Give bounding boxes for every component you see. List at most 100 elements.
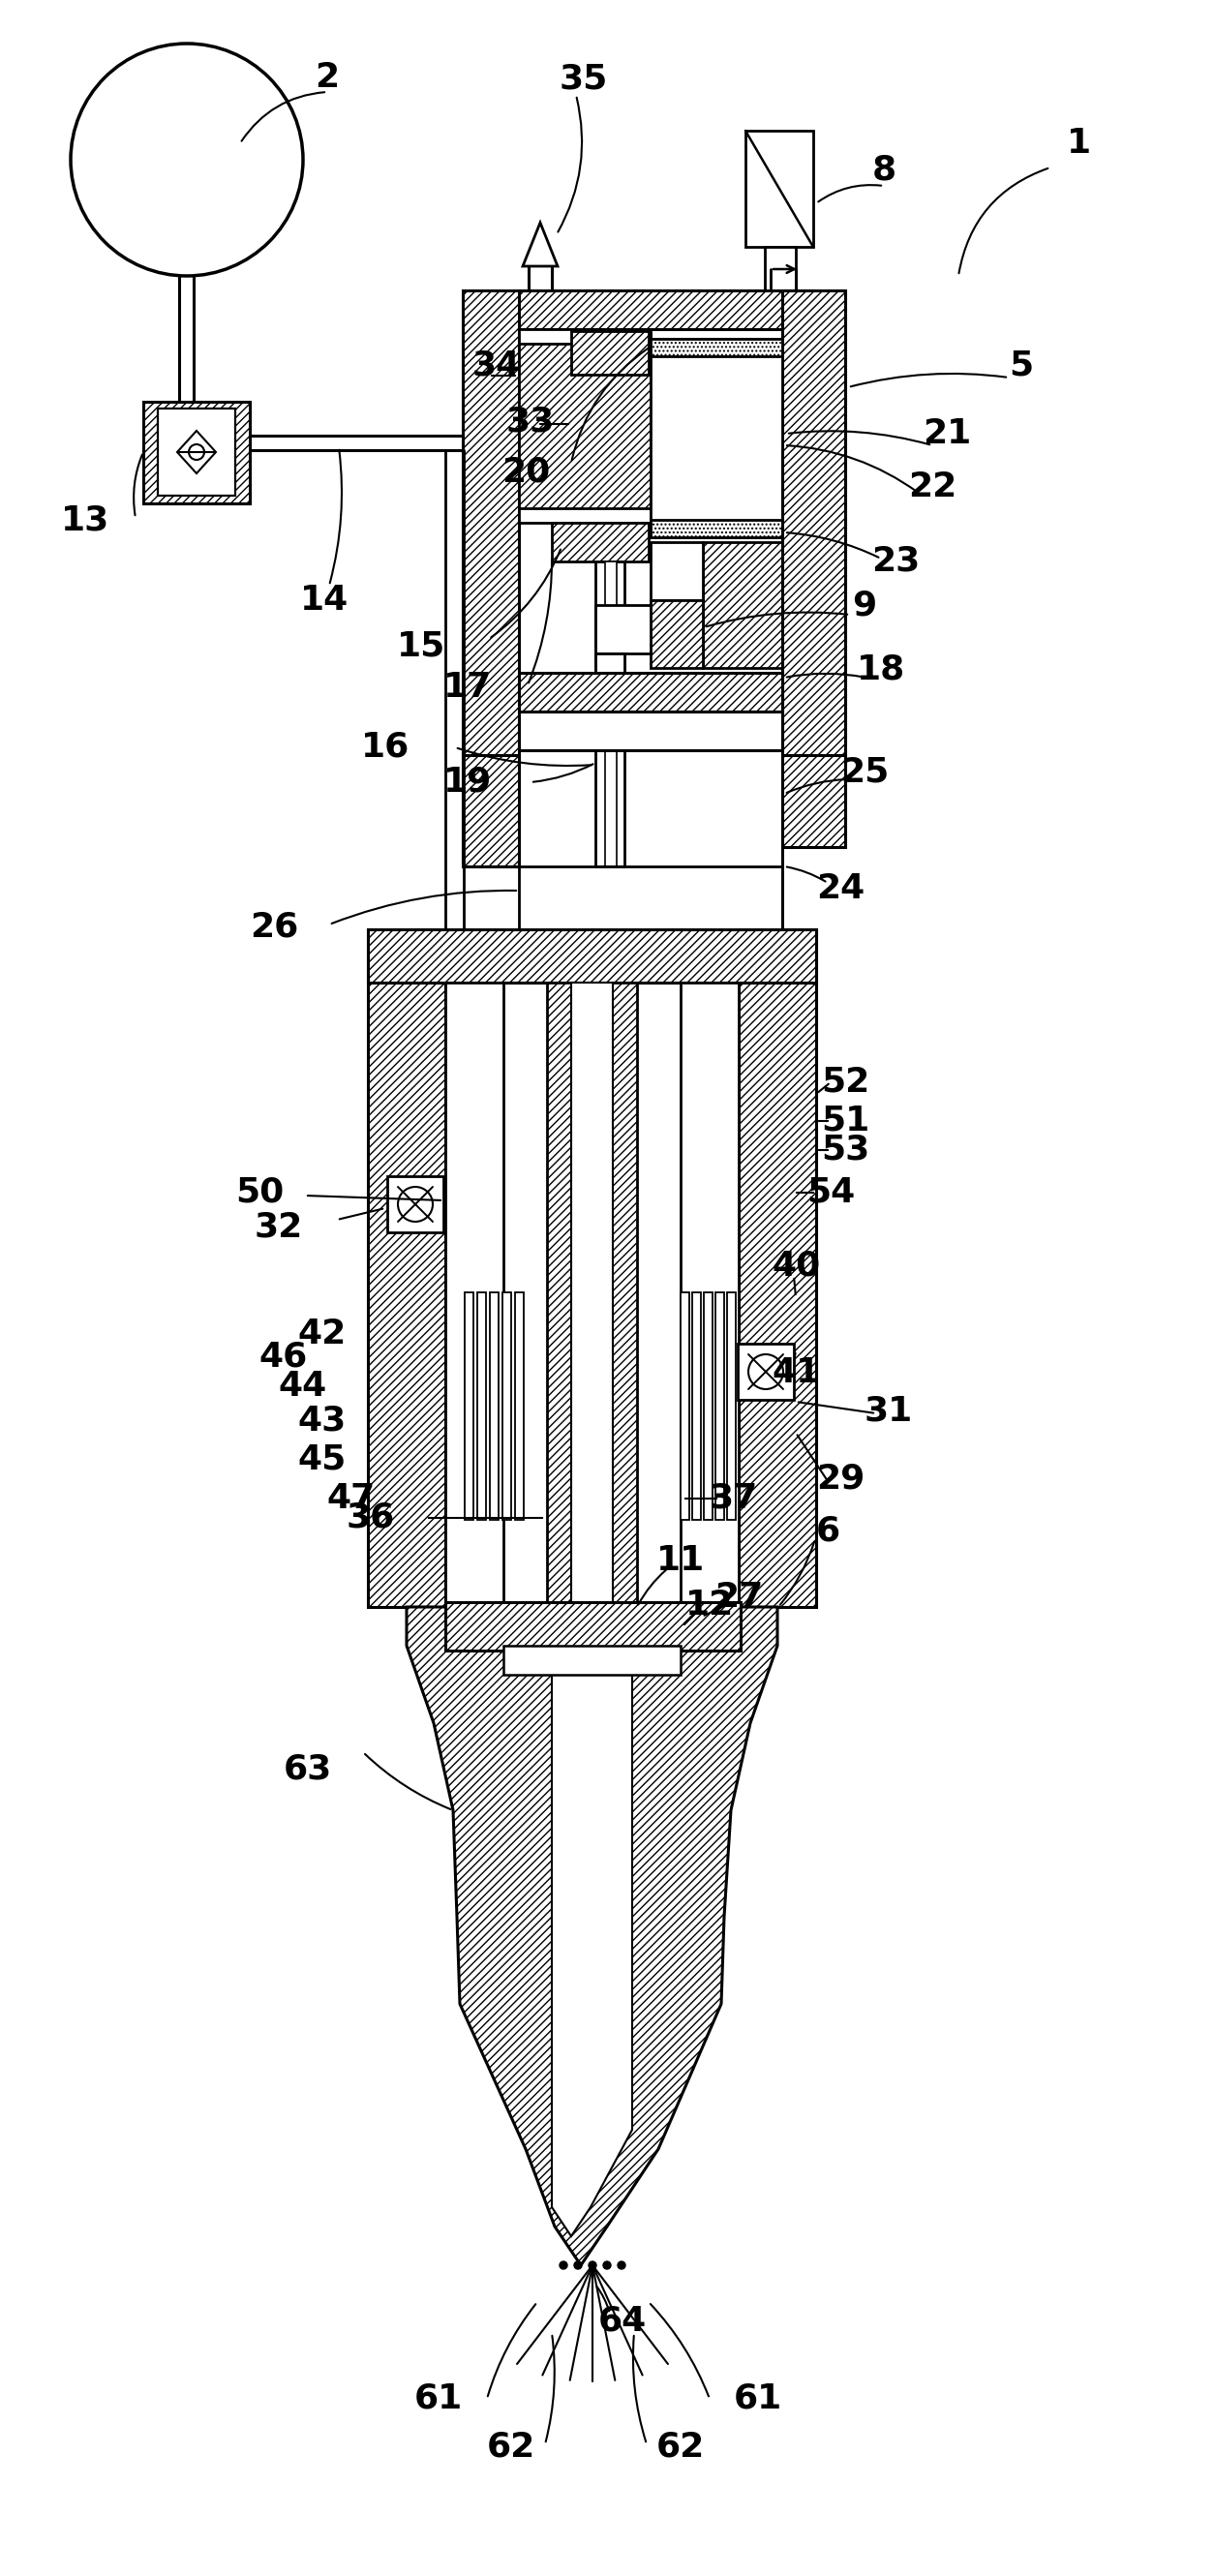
Text: 37: 37 — [709, 1481, 759, 1515]
Text: 25: 25 — [840, 755, 889, 788]
Text: 23: 23 — [872, 546, 920, 577]
Bar — [738, 1345, 794, 1399]
Text: 17: 17 — [443, 670, 492, 703]
Bar — [368, 930, 446, 1607]
Text: 16: 16 — [361, 732, 409, 765]
Bar — [651, 340, 782, 538]
Text: 18: 18 — [857, 654, 906, 685]
Polygon shape — [523, 222, 557, 265]
Circle shape — [189, 443, 204, 461]
Bar — [548, 981, 637, 1607]
Text: 19: 19 — [443, 765, 492, 799]
Text: 14: 14 — [300, 585, 348, 616]
Bar — [504, 1646, 681, 1674]
Bar — [595, 654, 624, 677]
Circle shape — [398, 1188, 432, 1221]
Bar — [463, 755, 518, 866]
Circle shape — [70, 44, 304, 276]
Text: 52: 52 — [821, 1066, 869, 1100]
Bar — [571, 332, 648, 374]
Bar — [446, 1602, 741, 1651]
Bar — [518, 291, 813, 330]
Bar — [651, 340, 782, 355]
Text: 45: 45 — [299, 1443, 347, 1476]
Text: 5: 5 — [1009, 350, 1033, 381]
Bar — [715, 1293, 724, 1520]
Text: 63: 63 — [284, 1754, 333, 1785]
Text: 22: 22 — [908, 471, 957, 502]
Text: 64: 64 — [599, 2306, 647, 2339]
Bar — [782, 755, 845, 848]
Bar — [651, 520, 782, 538]
Circle shape — [748, 1355, 783, 1388]
Text: 51: 51 — [821, 1105, 869, 1139]
Bar — [782, 291, 845, 765]
Bar — [490, 1293, 499, 1520]
Text: 9: 9 — [852, 587, 877, 621]
Bar — [765, 247, 796, 291]
Bar — [651, 541, 703, 600]
Bar — [143, 402, 250, 502]
Text: 42: 42 — [299, 1316, 347, 1350]
Bar — [703, 541, 782, 667]
Text: 27: 27 — [714, 1582, 762, 1613]
Circle shape — [603, 2262, 611, 2269]
Text: 43: 43 — [299, 1404, 347, 1437]
Bar — [692, 1293, 700, 1520]
Bar — [704, 1293, 713, 1520]
Circle shape — [589, 2262, 596, 2269]
Text: 26: 26 — [250, 912, 299, 943]
Text: 62: 62 — [657, 2432, 705, 2463]
Bar — [552, 523, 648, 562]
Circle shape — [574, 2262, 582, 2269]
Text: 44: 44 — [279, 1370, 328, 1404]
Text: 50: 50 — [236, 1177, 284, 1208]
Bar — [387, 1177, 443, 1231]
Text: 24: 24 — [816, 873, 864, 904]
Bar — [518, 711, 782, 750]
Polygon shape — [407, 1607, 777, 2264]
Text: 40: 40 — [772, 1249, 821, 1283]
Polygon shape — [518, 335, 651, 513]
Text: 8: 8 — [872, 152, 896, 185]
Bar — [651, 600, 703, 667]
Text: 36: 36 — [346, 1502, 395, 1535]
Bar — [368, 930, 816, 981]
Text: 1: 1 — [1067, 126, 1091, 160]
Bar — [465, 1293, 473, 1520]
Bar — [605, 562, 617, 866]
Text: 21: 21 — [923, 417, 971, 451]
Text: 13: 13 — [61, 505, 109, 538]
Bar — [477, 1293, 486, 1520]
Bar — [681, 981, 738, 1607]
Bar — [595, 605, 651, 654]
Text: 31: 31 — [864, 1396, 913, 1427]
Bar — [727, 1293, 736, 1520]
Text: 33: 33 — [506, 404, 555, 438]
Text: 41: 41 — [772, 1355, 821, 1388]
Circle shape — [560, 2262, 567, 2269]
Text: 6: 6 — [816, 1515, 840, 1548]
Circle shape — [618, 2262, 625, 2269]
Polygon shape — [552, 1646, 632, 2236]
Text: 53: 53 — [821, 1133, 869, 1167]
Text: 62: 62 — [487, 2432, 535, 2463]
Text: 32: 32 — [255, 1211, 304, 1244]
Text: 2: 2 — [316, 62, 340, 93]
Text: 61: 61 — [733, 2383, 782, 2416]
Text: 54: 54 — [806, 1177, 855, 1208]
Bar — [681, 1293, 690, 1520]
Polygon shape — [177, 430, 216, 474]
Bar — [595, 562, 624, 866]
Text: 61: 61 — [414, 2383, 463, 2416]
Text: 35: 35 — [560, 62, 608, 95]
Text: 46: 46 — [260, 1340, 308, 1373]
Text: 34: 34 — [472, 350, 521, 381]
Bar — [518, 672, 782, 711]
Bar — [463, 291, 518, 860]
Text: 11: 11 — [657, 1543, 705, 1577]
Text: 29: 29 — [816, 1463, 864, 1497]
Bar — [158, 410, 236, 495]
Bar — [571, 981, 613, 1607]
Text: 15: 15 — [397, 631, 446, 662]
